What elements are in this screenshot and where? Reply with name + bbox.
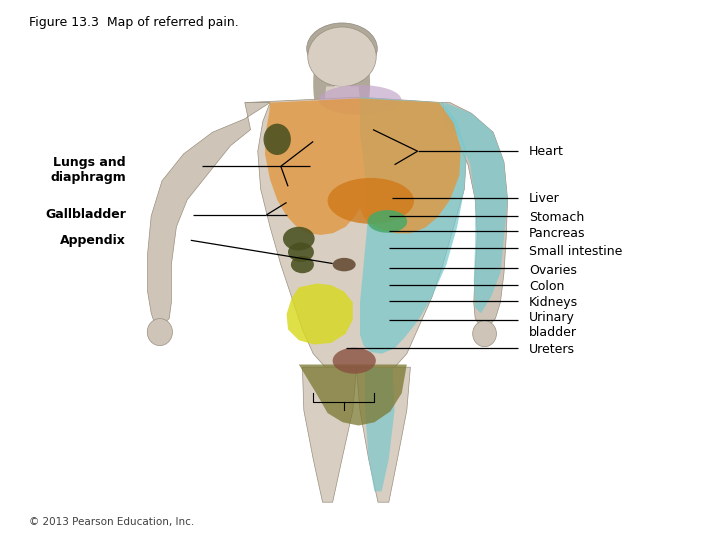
Polygon shape [365,367,395,491]
Text: Lungs and
diaphragm: Lungs and diaphragm [50,156,126,184]
Polygon shape [287,284,353,345]
Text: Kidneys: Kidneys [529,296,578,309]
Ellipse shape [307,23,377,74]
Text: Colon: Colon [529,280,564,293]
Text: Pancreas: Pancreas [529,227,585,240]
Ellipse shape [319,85,402,115]
Ellipse shape [368,210,408,233]
Polygon shape [443,103,508,327]
Text: Liver: Liver [529,192,560,205]
Ellipse shape [333,348,376,374]
Ellipse shape [308,27,376,86]
Polygon shape [445,103,508,313]
Text: Heart: Heart [529,145,564,158]
Text: Ovaries: Ovaries [529,264,577,276]
Circle shape [291,256,314,273]
Text: Figure 13.3  Map of referred pain.: Figure 13.3 Map of referred pain. [29,16,238,29]
Circle shape [288,242,314,262]
Polygon shape [356,367,410,502]
Text: © 2013 Pearson Education, Inc.: © 2013 Pearson Education, Inc. [29,516,194,526]
Polygon shape [299,364,407,426]
Text: Small intestine: Small intestine [529,245,623,258]
Text: Stomach: Stomach [529,211,585,224]
Polygon shape [265,98,461,235]
Polygon shape [245,97,467,374]
Circle shape [283,227,315,251]
Ellipse shape [313,46,335,122]
Polygon shape [360,97,467,354]
Ellipse shape [473,321,497,347]
Text: Ureters: Ureters [529,343,575,356]
Text: Gallbladder: Gallbladder [45,208,126,221]
Ellipse shape [264,124,291,155]
Ellipse shape [333,258,356,271]
Polygon shape [302,367,356,502]
Polygon shape [325,86,360,100]
Text: Appendix: Appendix [60,234,126,247]
Ellipse shape [350,49,370,119]
Text: Urinary
bladder: Urinary bladder [529,311,577,339]
Ellipse shape [328,178,414,224]
Polygon shape [148,103,270,325]
Ellipse shape [148,319,173,346]
